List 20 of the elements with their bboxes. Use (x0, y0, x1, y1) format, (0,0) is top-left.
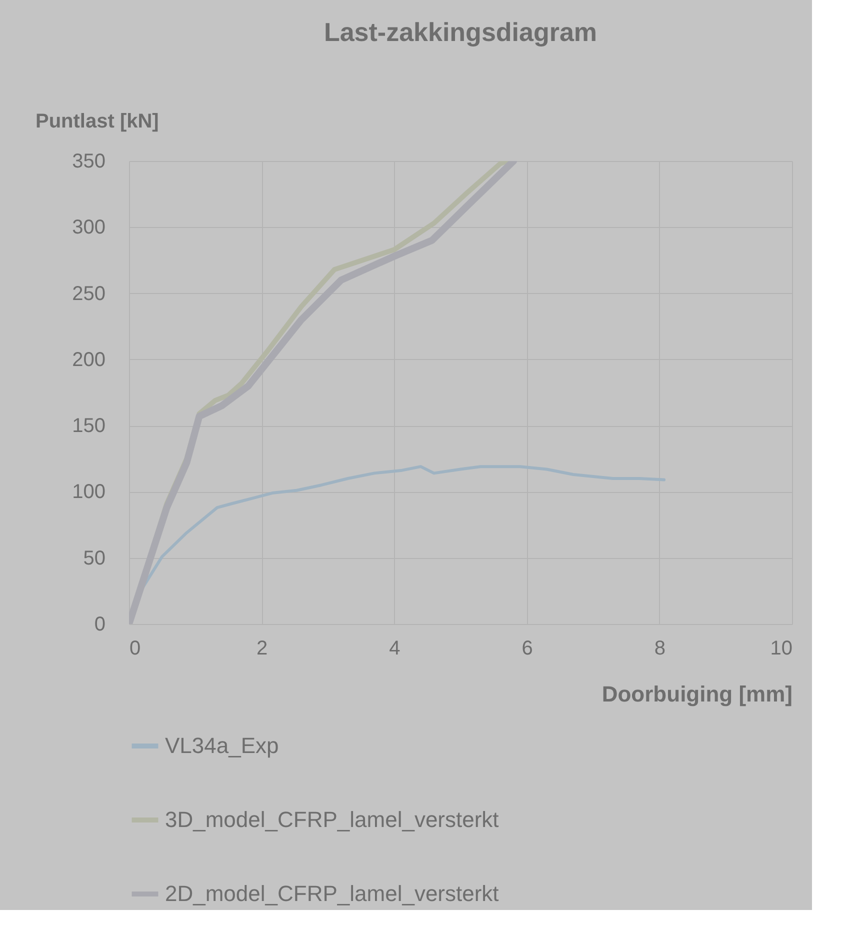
legend-label: VL34a_Exp (165, 733, 279, 758)
y-tick-label: 200 (72, 348, 106, 371)
x-axis-title: Doorbuiging [mm] (602, 682, 792, 706)
y-tick-label: 300 (72, 216, 106, 239)
legend-label: 3D_model_CFRP_lamel_versterkt (165, 807, 499, 832)
y-tick-label: 50 (83, 547, 106, 570)
y-tick-label: 350 (72, 150, 106, 172)
y-tick-label: 150 (72, 415, 106, 438)
x-tick-label: 2 (256, 638, 268, 660)
y-tick-label: 0 (94, 614, 106, 636)
x-tick-label: 10 (770, 638, 792, 660)
x-tick-label: 4 (389, 638, 400, 660)
chart-title: Last-zakkingsdiagram (324, 17, 598, 47)
y-tick-label: 250 (72, 282, 106, 305)
y-axis-title: Puntlast [kN] (36, 110, 159, 132)
y-tick-label: 100 (72, 481, 106, 504)
x-tick-label: 0 (130, 638, 141, 660)
x-tick-label: 6 (522, 638, 533, 660)
x-tick-label: 8 (654, 638, 666, 660)
legend-label: 2D_model_CFRP_lamel_versterkt (165, 881, 499, 906)
